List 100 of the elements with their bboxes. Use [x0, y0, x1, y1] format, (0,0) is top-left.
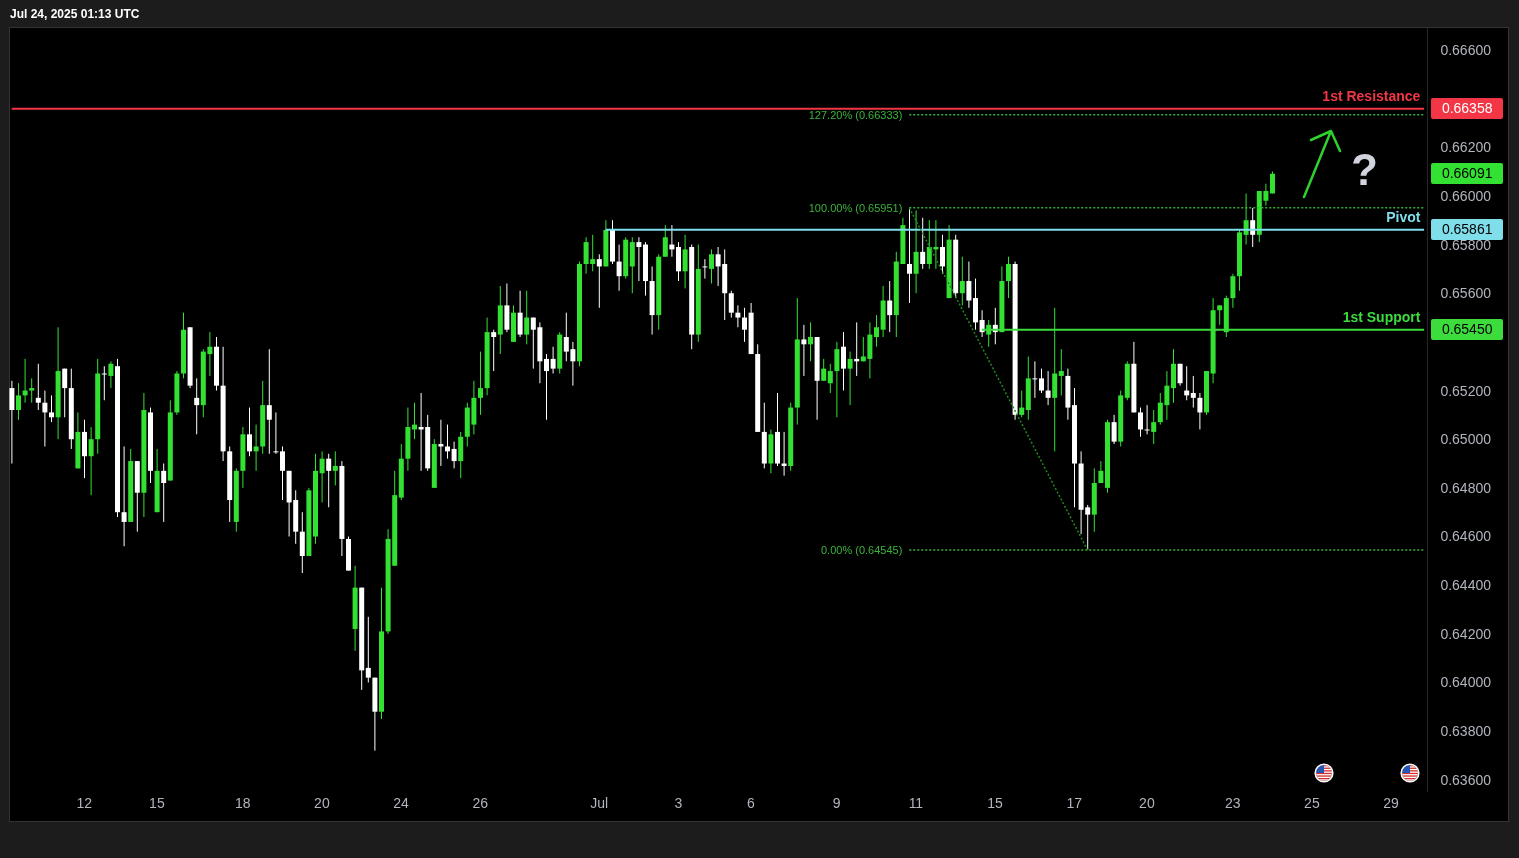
candlestick — [524, 290, 530, 345]
candlestick — [742, 307, 747, 343]
y-tick-label: 0.64400 — [1440, 577, 1492, 594]
candlestick — [1197, 392, 1203, 430]
x-tick-label: 15 — [987, 794, 1004, 811]
candlestick — [1032, 360, 1038, 399]
candlestick — [194, 377, 200, 435]
candlestick — [88, 426, 94, 496]
candlestick — [253, 424, 259, 472]
x-tick-label: 18 — [234, 794, 251, 811]
candlestick — [273, 411, 279, 455]
series-label: 1st Support — [1342, 308, 1421, 326]
candlestick — [42, 390, 48, 447]
candlestick — [1144, 404, 1150, 435]
candlestick — [478, 351, 483, 416]
candlestick — [326, 453, 332, 508]
candlestick — [247, 407, 252, 457]
candlestick — [1045, 370, 1051, 406]
x-tick-label: 25 — [1304, 794, 1320, 811]
candlestick — [49, 394, 54, 423]
x-tick-label: 15 — [149, 794, 165, 811]
candlestick — [451, 441, 457, 469]
y-tick-label: 0.64200 — [1440, 625, 1492, 642]
candlestick — [1006, 256, 1011, 299]
x-tick-label: 20 — [1139, 794, 1155, 811]
candlestick — [940, 234, 945, 275]
candlestick — [491, 329, 497, 372]
candlestick — [29, 377, 35, 404]
data-label: 0.66358 — [1431, 98, 1503, 120]
candlestick — [920, 217, 926, 270]
candlestick — [35, 363, 41, 411]
candlestick — [544, 353, 549, 421]
x-tick-label: 17 — [1066, 794, 1083, 811]
candlestick — [801, 324, 807, 377]
candlestick — [1039, 368, 1044, 394]
candlestick — [821, 358, 827, 382]
series-label: Pivot — [1386, 208, 1421, 226]
x-tick-label: 20 — [314, 794, 330, 811]
candlestick — [702, 258, 708, 280]
x-tick-label: 29 — [1383, 794, 1400, 811]
candlestick — [847, 351, 853, 406]
candlestick — [1019, 390, 1025, 418]
candlestick — [728, 290, 734, 319]
y-tick-label: 0.64800 — [1440, 479, 1492, 496]
candlestick — [517, 290, 523, 338]
y-tick-label: 0.66000 — [1440, 187, 1492, 204]
candlestick — [108, 360, 114, 389]
annotation: ? — [1351, 145, 1378, 194]
candlestick — [616, 244, 622, 292]
x-tick-label: 11 — [908, 794, 924, 811]
candlestick — [1138, 407, 1143, 438]
y-tick-label: 0.66600 — [1440, 41, 1492, 58]
y-tick-label: 0.65600 — [1440, 285, 1492, 302]
series-label: 127.20% (0.66333) — [808, 107, 903, 122]
x-tick-label: 12 — [76, 794, 93, 811]
y-tick-label: 0.65200 — [1440, 382, 1492, 399]
candlestick — [1217, 304, 1223, 326]
candlestick — [365, 616, 371, 684]
candlestick — [62, 368, 68, 418]
candlestick — [596, 253, 602, 309]
candlestick — [9, 380, 15, 465]
candlestick — [959, 256, 965, 306]
candlestick — [1190, 375, 1196, 409]
candlestick — [735, 304, 741, 328]
x-tick-label: 6 — [747, 794, 755, 811]
candlestick — [682, 234, 688, 289]
candlestick — [101, 365, 107, 401]
candlestick — [1058, 348, 1064, 396]
candlestick — [1111, 414, 1117, 445]
candlestick — [266, 348, 272, 455]
candlestick — [907, 207, 912, 304]
candlestick — [808, 321, 813, 362]
x-tick-label: 26 — [472, 794, 489, 811]
y-tick-label: 0.64600 — [1440, 528, 1492, 545]
candlestick — [841, 331, 846, 392]
candlestick — [550, 346, 556, 374]
y-tick-label: 0.66200 — [1440, 139, 1492, 156]
candlestick — [1230, 273, 1236, 309]
candlestick — [662, 224, 668, 258]
x-tick-label: Jul — [590, 794, 609, 811]
y-tick-label: 0.64000 — [1440, 674, 1492, 691]
y-tick-label: 0.63800 — [1440, 723, 1492, 740]
candlestick — [709, 248, 714, 284]
series-label: 0.00% (0.64545) — [820, 542, 903, 557]
candlestick — [966, 261, 972, 309]
x-tick-label: 3 — [674, 794, 683, 811]
candlestick — [280, 446, 285, 501]
candlestick — [445, 424, 450, 460]
candlestick — [319, 450, 325, 503]
data-label: 0.65861 — [1431, 219, 1503, 241]
candlestick — [874, 314, 879, 348]
x-tick-label: 23 — [1224, 794, 1241, 811]
data-label: 0.65450 — [1431, 319, 1503, 341]
candlestick — [121, 446, 127, 547]
candlestick — [636, 236, 642, 282]
x-tick-label: 24 — [393, 794, 410, 811]
text: 0.66091 — [1441, 165, 1493, 182]
candlestick — [827, 363, 833, 394]
candlestick — [16, 382, 21, 421]
candlestick — [332, 450, 338, 486]
